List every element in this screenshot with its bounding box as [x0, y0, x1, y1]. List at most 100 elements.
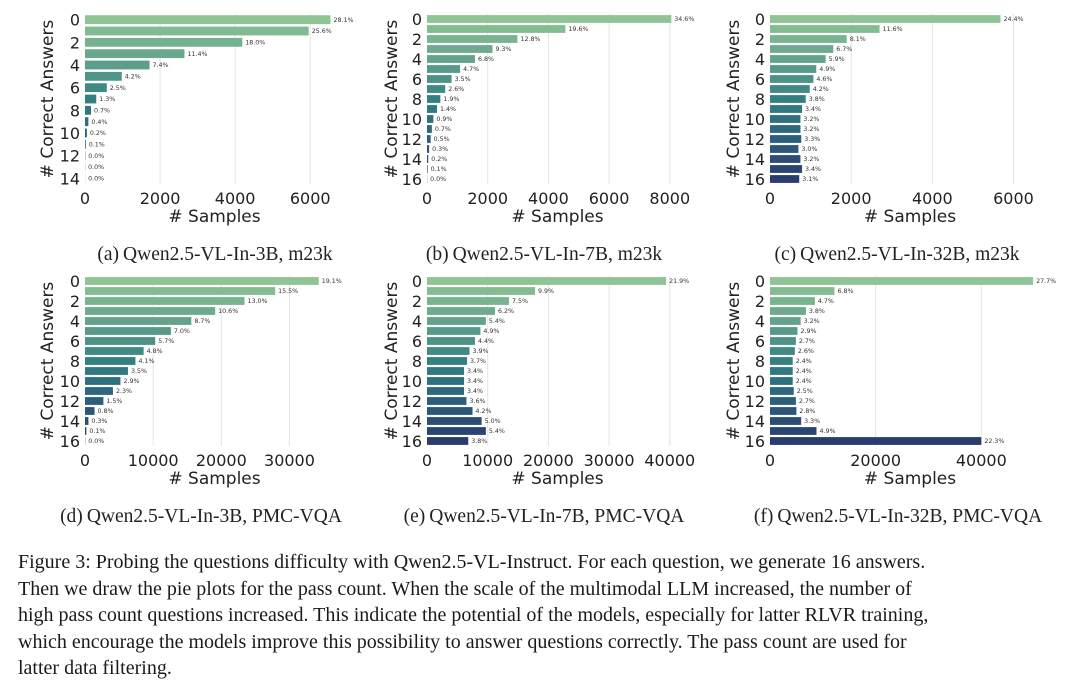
- subcaption-e: (e) Qwen2.5-VL-In-7B, PMC-VQA: [374, 506, 714, 528]
- subcaption-b-text: Qwen2.5-VL-In-7B, m23k: [452, 244, 663, 265]
- bar: [85, 139, 86, 149]
- bar: [85, 277, 319, 285]
- y-axis-label: # Correct Answers: [382, 282, 402, 441]
- bar: [427, 25, 566, 33]
- bar: [85, 377, 121, 385]
- data-label: 2.5%: [797, 388, 813, 395]
- chart-svg-a: 28.1%25.6% 18.0% 11.4% 7.4% 4.2% 2.5% 1.3% 0.7%…: [38, 11, 354, 227]
- data-label: 0.2%: [431, 156, 447, 163]
- data-label: 3.4%: [467, 388, 483, 395]
- y-tick-label: 10: [402, 372, 422, 391]
- bar: [770, 297, 815, 305]
- data-label: 21.9%: [669, 278, 689, 285]
- subcaption-a-label: (a): [97, 244, 120, 265]
- bar: [85, 337, 156, 345]
- y-tick-label: 0: [412, 272, 422, 291]
- data-label: 4.2%: [476, 408, 492, 415]
- bar: [427, 387, 465, 395]
- x-axis-label: # Samples: [168, 207, 260, 227]
- bar: [85, 26, 309, 36]
- data-label: 3.2%: [803, 126, 819, 133]
- y-tick-label: 2: [70, 33, 80, 52]
- y-tick-label: 16: [745, 432, 765, 451]
- bar: [85, 105, 92, 115]
- bar: [770, 337, 796, 345]
- data-label: 7.0%: [174, 328, 190, 335]
- x-tick-label: 30000: [264, 451, 315, 470]
- y-tick-label: 2: [412, 292, 422, 311]
- bar: [85, 37, 243, 47]
- bar: [85, 357, 136, 365]
- data-label: 3.4%: [467, 368, 483, 375]
- data-label: 19.6%: [568, 26, 588, 33]
- figure-caption-line: high pass count questions increased. Thi…: [18, 604, 929, 626]
- data-label: 3.4%: [467, 378, 483, 385]
- bars: 21.9% 9.9% 7.5% 6.2% 5.4% 4.9% 4.4% 3.9% 3.7% 3.4…: [427, 277, 689, 445]
- bar: [770, 75, 814, 83]
- y-tick-label: 12: [745, 130, 765, 149]
- bar: [427, 45, 493, 53]
- bar: [427, 95, 441, 103]
- bar: [85, 347, 144, 355]
- bar: [85, 117, 89, 127]
- bar: [427, 357, 468, 365]
- data-label: 3.6%: [469, 398, 485, 405]
- data-label: 3.0%: [801, 146, 817, 153]
- figure-caption-line: latter data filtering.: [18, 657, 172, 679]
- y-tick-label: 12: [60, 392, 80, 411]
- y-tick-label: 10: [60, 372, 80, 391]
- x-tick-label: 6000: [993, 189, 1034, 208]
- x-tick-label: 40000: [956, 451, 1007, 470]
- data-label: 3.8%: [809, 96, 825, 103]
- y-tick-label: 8: [412, 352, 422, 371]
- data-label: 2.4%: [796, 368, 812, 375]
- chart-svg-d: 19.1% 15.5% 13.0% 10.6% 8.7% 7.0%5.7% 4.8% 4.1%…: [38, 272, 342, 489]
- x-axis-label: # Samples: [511, 469, 603, 489]
- bar: [770, 377, 793, 385]
- data-label: 5.4%: [489, 428, 505, 435]
- data-label: 6.8%: [478, 56, 494, 63]
- bar: [770, 125, 801, 133]
- subcaption-b-label: (b): [425, 244, 449, 265]
- bar: [770, 15, 1001, 23]
- bar: [770, 25, 880, 33]
- data-label: 2.9%: [123, 378, 139, 385]
- bar: [427, 145, 430, 153]
- bars: 34.6% 19.6% 12.8% 9.3%6.8% 4.7% 3.5% 2.6% 1.9% 1…: [427, 15, 694, 183]
- data-label: 3.3%: [804, 418, 820, 425]
- chart-svg-e: 21.9% 9.9% 7.5% 6.2% 5.4% 4.9% 4.4% 3.9% 3.7% 3.4…: [382, 272, 695, 489]
- data-label: 2.6%: [798, 348, 814, 355]
- data-label: 3.3%: [804, 136, 820, 143]
- data-label: 3.2%: [803, 116, 819, 123]
- data-label: 8.7%: [194, 318, 210, 325]
- y-tick-label: 0: [70, 272, 80, 291]
- figure-caption-line: Figure 3: Probing the questions difficul…: [18, 551, 926, 573]
- data-label: 0.0%: [88, 153, 104, 160]
- x-tick-label: 2000: [467, 189, 508, 208]
- bar: [427, 65, 461, 73]
- data-label: 1.5%: [106, 398, 122, 405]
- figure-caption-line: Then we draw the pie plots for the pass …: [18, 577, 912, 600]
- bar: [427, 337, 475, 345]
- data-label: 3.8%: [471, 438, 487, 445]
- chart-svg-f: 27.7% 6.8%4.7% 3.8% 3.2% 2.9% 2.7% 2.6% 2.4% 2.4…: [724, 272, 1056, 489]
- y-tick-label: 4: [70, 312, 80, 331]
- bar: [85, 15, 331, 25]
- bar: [770, 437, 982, 445]
- x-axis-label: # Samples: [864, 469, 956, 489]
- data-label: 2.7%: [799, 398, 815, 405]
- bar: [85, 49, 185, 59]
- y-tick-label: 4: [412, 50, 422, 69]
- chart-panel-c: 24.4% 11.6% 8.1% 6.7% 5.9% 4.9% 4.6% 4.2% 3.8% 3.…: [686, 0, 1056, 232]
- subcaption-f-text: Qwen2.5-VL-In-32B, PMC-VQA: [777, 506, 1043, 527]
- data-label: 2.8%: [799, 408, 815, 415]
- y-tick-label: 6: [412, 332, 422, 351]
- bar: [427, 427, 486, 435]
- data-label: 0.7%: [94, 108, 110, 115]
- data-label: 22.3%: [984, 438, 1004, 445]
- subcaption-d-label: (d): [60, 506, 83, 527]
- bar: [770, 65, 817, 73]
- x-tick-label: 0: [765, 451, 775, 470]
- x-tick-label: 4000: [215, 189, 256, 208]
